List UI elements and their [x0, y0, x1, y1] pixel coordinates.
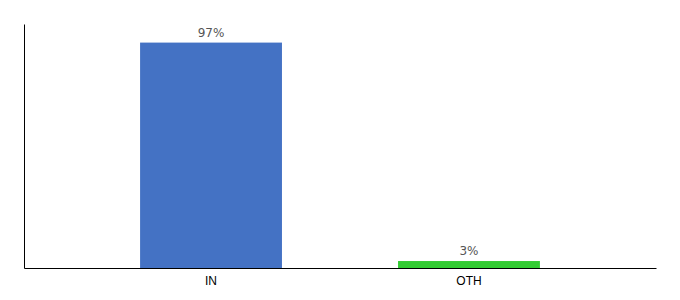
bars	[140, 43, 540, 268]
x-tick-label: IN	[205, 274, 217, 288]
y-axis	[24, 25, 25, 269]
plot: IN OTH 97% 3%	[25, 25, 657, 288]
data-label: 3%	[459, 244, 478, 258]
bar	[140, 43, 282, 268]
x-axis: IN OTH	[25, 269, 657, 288]
y-axis-line	[24, 25, 25, 269]
x-tick-label: OTH	[456, 274, 481, 288]
data-label: 97%	[198, 26, 225, 40]
x-axis-line	[25, 268, 657, 269]
chart: IN OTH 97% 3%	[0, 0, 680, 300]
bar	[398, 261, 540, 268]
x-tick: OTH	[456, 274, 481, 288]
data-labels: 97% 3%	[198, 26, 479, 258]
x-tick: IN	[205, 274, 217, 288]
